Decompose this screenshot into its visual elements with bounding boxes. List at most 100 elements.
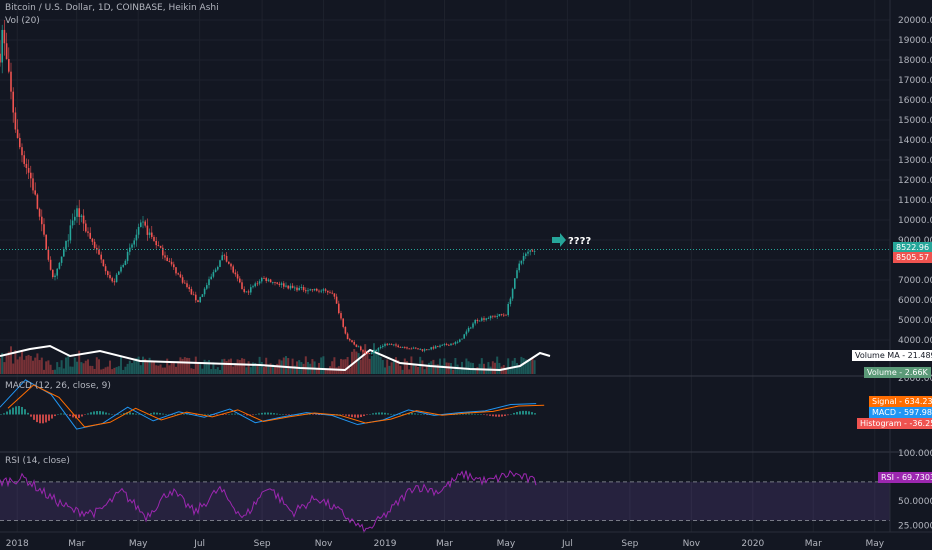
candle-body (441, 344, 443, 346)
volume-bar (133, 360, 136, 374)
volume-bar (5, 354, 8, 374)
time-tick-label: Mar (805, 539, 822, 549)
candle-body (210, 276, 212, 280)
histogram-bar (432, 414, 434, 415)
price-axis[interactable]: 20000.00 19000.00 18000.00 17000.00 16000.00… (889, 0, 932, 532)
rsi-indicator-title[interactable]: RSI (14, close) (5, 456, 70, 466)
histogram-bar (363, 414, 365, 417)
volume-bar (166, 358, 169, 374)
candle-body (320, 290, 322, 292)
histogram-bar (384, 412, 386, 415)
volume-bar (397, 360, 400, 374)
candle-body (362, 350, 364, 352)
symbol-title[interactable]: Bitcoin / U.S. Dollar, 1D, COINBASE, Hei… (5, 3, 219, 13)
candle-body (514, 278, 516, 289)
macd-indicator-title[interactable]: MACD (12, 26, close, 9) (5, 381, 111, 391)
annotation[interactable]: ???? (552, 233, 591, 247)
volume-bar (384, 367, 386, 374)
candle-body (32, 178, 34, 191)
candle-body (153, 236, 155, 241)
candle-body (85, 223, 87, 232)
histogram-bar (120, 413, 122, 415)
volume-bar (139, 365, 142, 374)
histogram-bar (420, 414, 422, 415)
volume-bar (40, 357, 43, 374)
candle-body (507, 303, 509, 316)
candle-body (223, 255, 226, 257)
candle-body (525, 253, 527, 257)
candle-body (206, 285, 208, 289)
volume-bar (69, 366, 72, 374)
histogram-bar (66, 414, 68, 415)
candle-body (408, 348, 410, 350)
volume-bar (287, 358, 290, 374)
price-tick-label: 15000.00 (898, 116, 932, 126)
candle-body (30, 172, 32, 179)
histogram-bar (462, 413, 464, 415)
candle-body (170, 261, 173, 265)
volume-bar (150, 360, 153, 374)
histogram-bar (243, 414, 245, 416)
price-tick-label: 7000.00 (898, 276, 932, 286)
volume-bar (87, 359, 89, 374)
histogram-bar (402, 414, 404, 415)
candle-body (397, 345, 399, 348)
macd-tick-label: 2000.00 (898, 374, 932, 384)
candle-body (478, 320, 481, 322)
volume-bar (487, 362, 490, 374)
candle-body (96, 247, 98, 250)
volume-bar (95, 357, 98, 374)
candle-body (115, 274, 118, 283)
candle-body (331, 292, 333, 294)
candle-body (8, 59, 10, 72)
histogram-bar (510, 414, 512, 415)
histogram-bar (6, 411, 8, 415)
volume-bar (51, 369, 54, 374)
histogram-bar (129, 412, 131, 415)
candle-body (384, 343, 386, 346)
candle-body (162, 247, 164, 256)
histogram-bar (414, 413, 416, 415)
histogram-bar (522, 410, 524, 415)
candlesticks[interactable] (0, 20, 536, 355)
volume-bar (344, 359, 347, 374)
histogram-bar (186, 414, 188, 415)
candle-body (140, 222, 142, 227)
candle-body (184, 282, 186, 284)
candle-body (533, 251, 536, 252)
volume-bar (12, 363, 15, 374)
histogram-bar (246, 414, 248, 416)
candle-body (91, 238, 94, 242)
histogram-bar (264, 412, 266, 415)
pane-separators[interactable] (0, 375, 932, 453)
volume-bar (192, 368, 195, 374)
candle-body (217, 266, 219, 270)
volume-indicator-title[interactable]: Vol (20) (5, 16, 40, 26)
time-axis[interactable]: 2018 Mar May Jul Sep Nov 2019 Mar May Jul Sep Nov 20… (0, 531, 932, 549)
candle-body (437, 346, 439, 348)
volume-bar (417, 366, 419, 374)
candle-body (298, 287, 300, 291)
histogram-bar (480, 414, 482, 415)
volume-bar (126, 363, 129, 374)
histogram-badge: Histogram - -36.25 (857, 418, 932, 429)
histogram-bar (423, 414, 425, 415)
volume-bar (269, 363, 272, 374)
volume-bar (245, 367, 248, 374)
volume-bar (104, 367, 107, 374)
volume-bar (89, 365, 92, 374)
volume-bar (408, 369, 411, 374)
volume-bar (188, 357, 191, 374)
candle-body (322, 289, 325, 291)
histogram-bar (474, 413, 476, 415)
volume-bar (340, 358, 342, 374)
volume-bar (47, 360, 50, 374)
candle-body (419, 349, 421, 351)
volume-bar (474, 369, 477, 374)
volume-bar (67, 356, 70, 374)
candle-body (10, 71, 12, 92)
candle-body (393, 344, 395, 346)
histogram-bar (408, 413, 410, 415)
histogram-bar (471, 413, 473, 415)
